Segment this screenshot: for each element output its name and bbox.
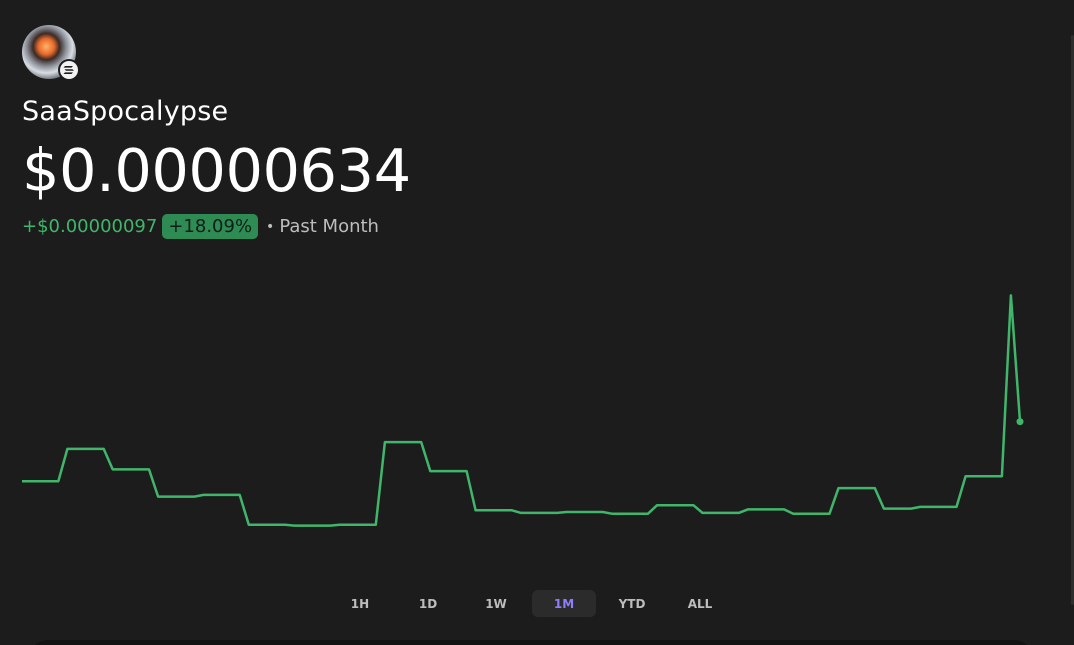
range-button-1d[interactable]: 1D — [418, 596, 438, 611]
price-change-row: +$0.00000097 +18.09% • Past Month — [22, 212, 379, 241]
token-avatar — [22, 25, 80, 81]
solana-icon — [60, 61, 78, 79]
price-chart[interactable] — [0, 280, 1074, 570]
token-price: $0.00000634 — [22, 136, 411, 205]
scroll-edge — [1071, 35, 1074, 605]
bottom-panel — [28, 640, 1034, 645]
range-button-1h[interactable]: 1H — [350, 596, 370, 611]
price-change-period: Past Month — [279, 216, 379, 237]
separator-dot: • — [266, 218, 275, 235]
range-button-1w[interactable]: 1W — [485, 596, 507, 611]
chain-badge — [58, 59, 80, 81]
range-button-all[interactable]: ALL — [687, 596, 713, 611]
price-line-series — [22, 294, 1022, 527]
range-button-ytd[interactable]: YTD — [618, 596, 646, 611]
current-price-point — [1016, 418, 1024, 426]
range-button-1m[interactable]: 1M — [532, 590, 596, 617]
time-range-selector: 1H 1D 1W 1M YTD ALL — [328, 590, 732, 618]
price-change-absolute: +$0.00000097 — [22, 216, 158, 237]
price-change-percent-badge: +18.09% — [162, 214, 259, 239]
token-name: SaaSpocalypse — [22, 96, 229, 127]
